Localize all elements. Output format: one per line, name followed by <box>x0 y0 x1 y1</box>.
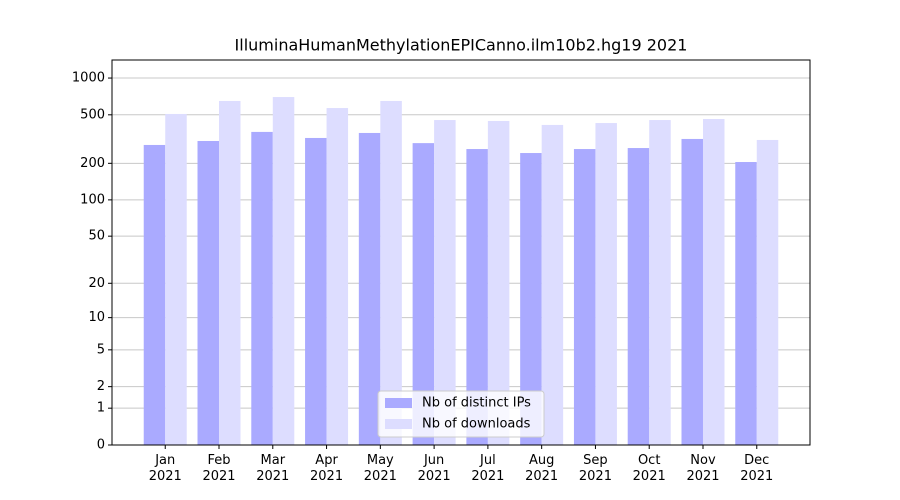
bar <box>627 148 650 446</box>
plot-frame <box>111 59 811 446</box>
y-tick-label: 200 <box>80 156 105 171</box>
bar <box>520 153 542 445</box>
bar <box>165 113 187 445</box>
bar <box>595 123 617 445</box>
bar <box>197 140 220 445</box>
bar <box>272 97 295 446</box>
bar <box>143 144 166 446</box>
x-tick-label: Mar 2021 <box>256 453 290 484</box>
y-tick-label: 10 <box>88 310 105 325</box>
bar <box>702 118 725 445</box>
y-tick-label: 0 <box>97 438 105 453</box>
legend-label: Nb of downloads <box>422 417 531 432</box>
chart-title: IlluminaHumanMethylationEPICanno.ilm10b2… <box>235 36 688 55</box>
bar <box>487 120 510 446</box>
bar <box>573 149 596 446</box>
x-tick-label: Jul 2021 <box>471 453 505 484</box>
bar <box>681 138 703 445</box>
y-tick-label: 1 <box>97 401 105 416</box>
y-tick-label: 500 <box>80 107 105 122</box>
bar <box>358 132 381 445</box>
x-tick-label: Aug 2021 <box>525 453 559 484</box>
legend: Nb of distinct IPs Nb of downloads <box>377 390 545 438</box>
bar <box>649 120 671 445</box>
legend-swatch <box>385 419 412 429</box>
x-tick-label: Nov 2021 <box>686 453 720 484</box>
y-tick-label: 5 <box>97 342 105 357</box>
legend-swatch <box>385 398 412 408</box>
x-tick-label: Apr 2021 <box>310 453 344 484</box>
x-tick-label: Feb 2021 <box>202 453 236 484</box>
y-tick-label: 1000 <box>72 71 105 86</box>
bar <box>434 120 456 445</box>
legend-frame <box>377 390 545 438</box>
x-tick-label: Dec 2021 <box>740 453 774 484</box>
y-tick-label: 50 <box>88 229 105 244</box>
bar <box>219 100 241 446</box>
bar <box>412 143 435 445</box>
bar <box>326 108 349 445</box>
y-tick-label: 100 <box>80 192 105 207</box>
y-tick-label: 2 <box>97 379 105 394</box>
legend-label: Nb of distinct IPs <box>422 396 531 411</box>
x-tick-label: May 2021 <box>363 453 397 484</box>
y-tick-label: 20 <box>88 276 105 291</box>
x-tick-label: Sep 2021 <box>578 453 612 484</box>
bar <box>756 139 779 445</box>
bar <box>251 131 273 445</box>
bar <box>541 124 564 445</box>
bar <box>380 100 402 446</box>
x-tick-label: Oct 2021 <box>632 453 666 484</box>
bar <box>466 149 488 446</box>
x-tick-label: Jun 2021 <box>417 453 451 484</box>
x-tick-label: Jan 2021 <box>148 453 182 484</box>
bar <box>305 137 327 445</box>
bar <box>735 162 757 446</box>
